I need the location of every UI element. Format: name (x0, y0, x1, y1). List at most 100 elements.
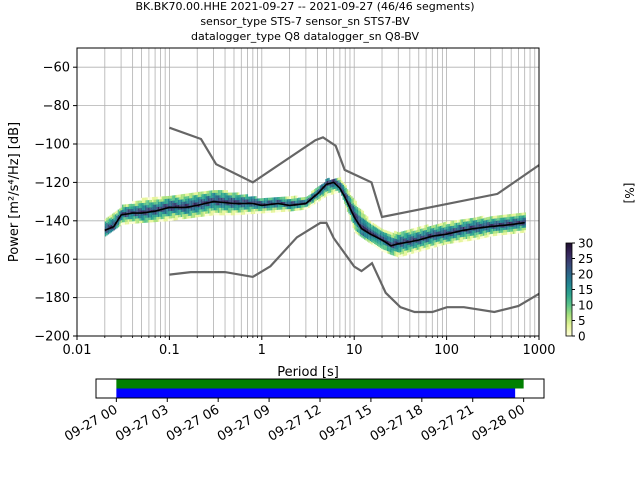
density-cell (478, 224, 481, 227)
density-cell (180, 194, 183, 198)
density-cell (338, 189, 340, 193)
density-cell (369, 230, 372, 234)
density-cell (359, 218, 362, 222)
density-cell (438, 223, 440, 227)
density-cell (182, 199, 184, 202)
density-cell (167, 213, 170, 217)
density-cell (351, 201, 353, 205)
density-cell (355, 210, 357, 214)
density-cell (196, 192, 198, 195)
density-cell (396, 239, 399, 243)
density-cell (229, 200, 231, 203)
density-cell (502, 219, 505, 223)
mode-line-series (104, 181, 525, 247)
density-cell (375, 242, 377, 245)
density-cell (385, 242, 387, 246)
density-cell (164, 213, 167, 217)
density-cell (205, 203, 207, 207)
density-cell (439, 228, 442, 232)
density-cell (215, 202, 217, 206)
density-cell (401, 233, 403, 237)
density-cell (219, 210, 221, 213)
density-cell (220, 207, 223, 211)
density-cell (398, 249, 400, 253)
density-cell (154, 219, 157, 223)
density-cell (124, 219, 127, 223)
density-cell (517, 228, 519, 231)
density-cell (482, 235, 485, 239)
density-cell (298, 207, 300, 211)
density-cell (205, 208, 207, 212)
density-cell (134, 208, 137, 212)
density-cell (471, 222, 473, 226)
density-cell (163, 208, 165, 212)
density-cell (166, 203, 168, 207)
density-cell (474, 222, 476, 226)
density-cell (104, 226, 107, 229)
density-cell (243, 206, 246, 210)
density-cell (114, 226, 117, 230)
density-cell (455, 225, 458, 228)
density-cell (240, 207, 243, 210)
density-cell (394, 238, 396, 242)
density-cell (122, 219, 124, 223)
density-cell (309, 194, 312, 198)
density-cell (411, 243, 413, 247)
density-cell (452, 225, 455, 229)
density-cell (417, 249, 419, 253)
density-cell (417, 232, 419, 235)
density-cell (179, 199, 181, 203)
density-cell (109, 223, 111, 226)
density-cell (392, 232, 395, 236)
density-cell (207, 208, 210, 212)
density-cell (419, 233, 422, 237)
density-cell (202, 193, 204, 197)
density-cell (132, 206, 134, 209)
density-cell (182, 194, 184, 197)
density-cell (220, 195, 223, 198)
density-cell (164, 203, 167, 207)
density-cell (434, 237, 436, 241)
density-cell (255, 203, 257, 207)
density-cell (408, 249, 410, 253)
density-cell (362, 210, 365, 214)
density-cell (348, 195, 350, 199)
density-cell (449, 228, 452, 232)
density-cell (381, 248, 383, 252)
density-cell (454, 232, 456, 236)
density-cell (143, 207, 145, 211)
density-cell (246, 199, 249, 202)
density-cell (174, 202, 177, 206)
density-cell (210, 207, 213, 211)
density-cell (123, 219, 125, 223)
density-cell (512, 228, 515, 232)
colorbar-tick-label: 25 (578, 252, 593, 266)
density-cell (226, 207, 228, 211)
density-cell (179, 211, 181, 215)
density-cell (478, 231, 481, 235)
density-cell (448, 223, 450, 227)
density-cell (402, 251, 405, 254)
density-cell (203, 193, 206, 197)
density-cell (150, 214, 153, 218)
density-cell (394, 250, 396, 254)
density-cell (206, 198, 208, 202)
density-cell (449, 220, 452, 224)
density-cell (107, 224, 110, 227)
density-cell (492, 220, 495, 224)
density-cell (494, 225, 496, 229)
density-cell (227, 210, 230, 213)
density-cell (524, 219, 526, 223)
density-cell (156, 196, 158, 200)
density-cell (428, 241, 430, 245)
density-cell (343, 183, 346, 187)
density-cell (523, 230, 525, 233)
density-cell (418, 236, 420, 240)
density-cell (348, 190, 350, 194)
density-cell (140, 220, 143, 224)
density-cell (144, 197, 147, 201)
density-cell (206, 190, 208, 194)
density-cell (220, 190, 223, 193)
density-cell (510, 218, 512, 222)
density-cell (185, 196, 187, 199)
